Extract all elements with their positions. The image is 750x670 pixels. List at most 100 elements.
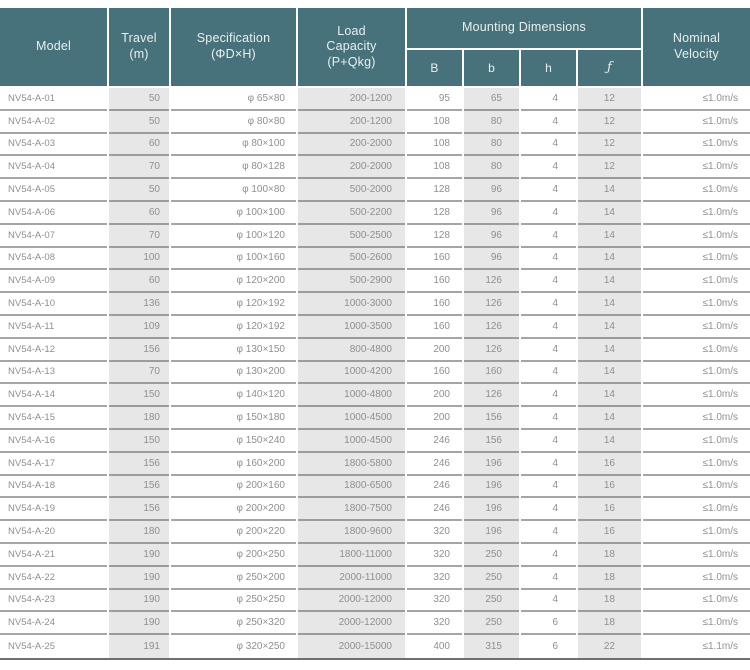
cell-spec: φ 100×160 [171, 247, 296, 271]
cell-B: 128 [407, 224, 462, 248]
cell-velocity: ≤1.0m/s [643, 156, 750, 180]
cell-travel: 150 [109, 429, 169, 453]
cell-velocity: ≤1.0m/s [643, 589, 750, 613]
cell-travel: 60 [109, 201, 169, 225]
cell-load: 200-1200 [298, 110, 405, 134]
col-header-f: ƒ [578, 50, 641, 86]
table-row: NV54-A-22 190 φ 250×200 2000-11000 320 250 4 18… [0, 566, 750, 590]
table-row: NV54-A-01 50 φ 65×80 200-1200 95 65 4 12 ≤1.0m/s [0, 88, 750, 111]
cell-f: 12 [578, 156, 641, 180]
col-header-b: b [464, 50, 519, 86]
cell-model: NV54-A-15 [0, 407, 107, 430]
cell-velocity: ≤1.0m/s [643, 88, 750, 111]
cell-h: 4 [521, 110, 576, 134]
cell-B: 95 [407, 88, 462, 111]
table-row: NV54-A-11 109 φ 120×192 1000-3500 160 126 4 14 ≤… [0, 315, 750, 339]
cell-f: 14 [578, 201, 641, 225]
cell-model: NV54-A-14 [0, 384, 107, 408]
col-header-specification: Specification (ΦD×H) [171, 8, 296, 86]
cell-model: NV54-A-18 [0, 475, 107, 499]
cell-load: 1000-4200 [298, 361, 405, 385]
cell-velocity: ≤1.0m/s [643, 133, 750, 157]
table-row: NV54-A-12 156 φ 130×150 800-4800 200 126 4 14 ≤1… [0, 338, 750, 362]
cell-travel: 70 [109, 156, 169, 180]
cell-b: 156 [464, 429, 519, 453]
cell-travel: 190 [109, 543, 169, 567]
cell-spec: φ 150×180 [171, 407, 296, 430]
cell-b: 250 [464, 566, 519, 590]
cell-model: NV54-A-08 [0, 247, 107, 271]
cell-travel: 136 [109, 293, 169, 316]
cell-b: 315 [464, 635, 519, 658]
cell-h: 4 [521, 475, 576, 499]
cell-load: 2000-12000 [298, 589, 405, 613]
cell-model: NV54-A-20 [0, 521, 107, 544]
cell-h: 4 [521, 429, 576, 453]
cell-model: NV54-A-24 [0, 612, 107, 636]
cell-b: 80 [464, 133, 519, 157]
cell-model: NV54-A-01 [0, 88, 107, 111]
col-header-load-capacity: Load Capacity (P+Qkg) [298, 8, 405, 86]
cell-b: 96 [464, 179, 519, 202]
cell-travel: 50 [109, 179, 169, 202]
cell-f: 14 [578, 429, 641, 453]
cell-travel: 50 [109, 110, 169, 134]
table-row: NV54-A-21 190 φ 200×250 1800-11000 320 250 4 18… [0, 543, 750, 567]
cell-spec: φ 140×120 [171, 384, 296, 408]
cell-spec: φ 80×80 [171, 110, 296, 134]
cell-velocity: ≤1.0m/s [643, 201, 750, 225]
table-row: NV54-A-23 190 φ 250×250 2000-12000 320 250 4 18… [0, 589, 750, 613]
cell-load: 2000-12000 [298, 612, 405, 636]
cell-load: 2000-15000 [298, 635, 405, 658]
cell-velocity: ≤1.0m/s [643, 247, 750, 271]
table-row: NV54-A-09 60 φ 120×200 500-2900 160 126 4 14 ≤1.… [0, 270, 750, 294]
cell-h: 4 [521, 156, 576, 180]
cell-h: 4 [521, 566, 576, 590]
cell-load: 500-2600 [298, 247, 405, 271]
cell-f: 14 [578, 247, 641, 271]
cell-model: NV54-A-22 [0, 566, 107, 590]
table-header: Model Travel (m) Specification (ΦD×H) Lo… [0, 8, 750, 86]
cell-travel: 150 [109, 384, 169, 408]
cell-f: 16 [578, 498, 641, 522]
cell-load: 500-2200 [298, 201, 405, 225]
table-row: NV54-A-14 150 φ 140×120 1000-4800 200 126 4 14 ≤… [0, 384, 750, 408]
cell-travel: 50 [109, 88, 169, 111]
cell-f: 14 [578, 315, 641, 339]
cell-B: 320 [407, 566, 462, 590]
cell-b: 156 [464, 407, 519, 430]
cell-load: 1800-6500 [298, 475, 405, 499]
cell-spec: φ 65×80 [171, 88, 296, 111]
cell-load: 500-2500 [298, 224, 405, 248]
cell-B: 320 [407, 543, 462, 567]
cell-b: 96 [464, 201, 519, 225]
cell-spec: φ 150×240 [171, 429, 296, 453]
cell-load: 1000-3000 [298, 293, 405, 316]
cell-h: 4 [521, 589, 576, 613]
cell-model: NV54-A-07 [0, 224, 107, 248]
cell-h: 4 [521, 179, 576, 202]
cell-velocity: ≤1.0m/s [643, 179, 750, 202]
cell-model: NV54-A-09 [0, 270, 107, 294]
table-row: NV54-A-04 70 φ 80×128 200-2000 108 80 4 12 ≤1.0m… [0, 156, 750, 180]
cell-h: 4 [521, 521, 576, 544]
col-header-travel: Travel (m) [109, 8, 169, 86]
cell-f: 16 [578, 475, 641, 499]
cell-b: 126 [464, 338, 519, 362]
cell-B: 160 [407, 270, 462, 294]
col-header-nominal-velocity: Nominal Velocity [643, 8, 750, 86]
cell-travel: 70 [109, 361, 169, 385]
cell-h: 4 [521, 315, 576, 339]
cell-velocity: ≤1.0m/s [643, 407, 750, 430]
cell-b: 96 [464, 224, 519, 248]
cell-h: 6 [521, 612, 576, 636]
cell-f: 18 [578, 543, 641, 567]
cell-spec: φ 200×250 [171, 543, 296, 567]
cell-B: 128 [407, 179, 462, 202]
cell-spec: φ 120×192 [171, 315, 296, 339]
table-row: NV54-A-02 50 φ 80×80 200-1200 108 80 4 12 ≤1.0m/… [0, 110, 750, 134]
cell-velocity: ≤1.0m/s [643, 361, 750, 385]
cell-load: 200-2000 [298, 156, 405, 180]
table-row: NV54-A-17 156 φ 160×200 1800-5800 246 196 4 16 ≤… [0, 452, 750, 476]
cell-b: 196 [464, 521, 519, 544]
